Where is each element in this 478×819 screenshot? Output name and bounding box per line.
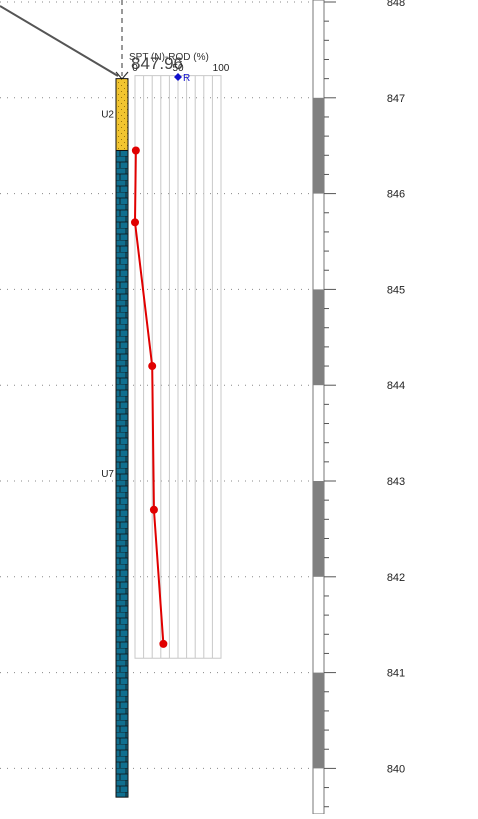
scale-tick-100: 100	[213, 63, 230, 74]
rqd-legend-label: R	[183, 73, 190, 84]
layer-labels: U2 U7	[101, 110, 114, 480]
layer-label-u2: U2	[101, 110, 114, 121]
spt-point-1	[132, 146, 140, 154]
borehole-column	[116, 79, 128, 798]
diamond-marker-icon	[174, 73, 182, 81]
rqd-legend: R	[174, 73, 190, 84]
ruler-band-845	[313, 289, 324, 385]
layer-u2	[116, 79, 128, 151]
spt-series	[131, 146, 167, 647]
elevation-ruler	[313, 0, 336, 814]
ruler-band-847	[313, 98, 324, 194]
layer-label-u7: U7	[101, 469, 114, 480]
elevation-label-848: 848	[387, 0, 405, 9]
ruler-band-843	[313, 481, 324, 577]
spt-point-5	[159, 640, 167, 648]
spt-point-3	[148, 362, 156, 370]
elevation-label-843: 843	[387, 476, 405, 488]
elevation-grid-lines	[0, 2, 312, 768]
scale-tick-0: 0	[132, 63, 138, 74]
elevation-label-841: 841	[387, 668, 405, 680]
elevation-label-846: 846	[387, 189, 405, 201]
elevation-label-845: 845	[387, 284, 405, 296]
elevation-label-844: 844	[387, 380, 405, 392]
ruler-band-841	[313, 673, 324, 769]
elevation-label-842: 842	[387, 572, 405, 584]
spt-point-4	[150, 506, 158, 514]
elevation-label-847: 847	[387, 93, 405, 105]
spt-rqd-chart-grid	[135, 76, 221, 659]
elevation-labels: 848 847 846 845 844 843 842 841 840	[387, 0, 405, 775]
leader-line-diagonal	[0, 6, 118, 76]
layer-u7	[116, 150, 128, 797]
spt-point-2	[131, 218, 139, 226]
elevation-label-840: 840	[387, 763, 405, 775]
spt-series-line	[135, 150, 163, 643]
